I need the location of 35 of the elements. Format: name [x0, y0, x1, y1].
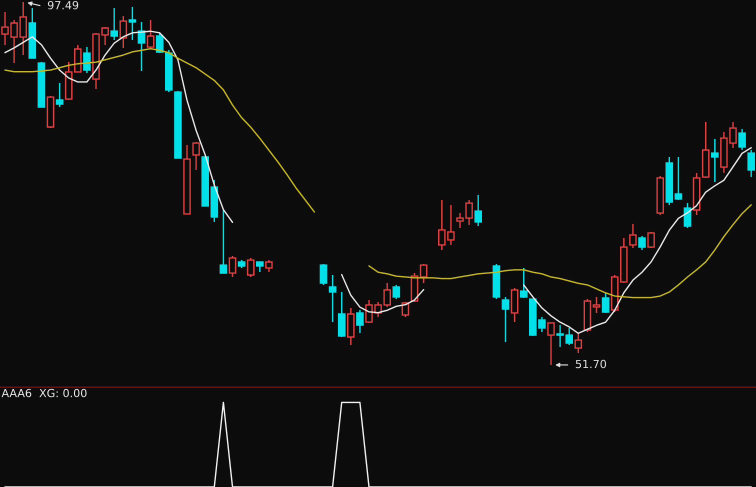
candlestick: [110, 7, 118, 41]
candlestick: [146, 19, 154, 49]
candlestick: [574, 332, 582, 354]
candlestick: [265, 259, 273, 273]
candlestick: [711, 138, 719, 183]
candlestick: [220, 209, 228, 274]
candlestick: [256, 261, 264, 273]
candlestick: [192, 141, 200, 171]
candlestick: [246, 257, 254, 278]
candlestick: [638, 235, 646, 251]
candlestick: [602, 292, 610, 314]
candlestick: [520, 267, 528, 299]
annotation: 97.49: [48, 0, 78, 10]
candlestick: [510, 287, 518, 323]
candlestick: [56, 82, 64, 108]
candlestick: [647, 231, 655, 249]
candlestick: [474, 194, 482, 227]
candlestick: [338, 291, 346, 338]
candlestick: [738, 128, 746, 151]
chart-title: AAA6 XG: 0.00: [2, 388, 87, 398]
candlestick: [128, 6, 136, 41]
candlestick: [747, 149, 755, 178]
candlestick: [83, 46, 91, 74]
annotation: 51.70: [576, 360, 606, 368]
candlestick: [547, 322, 555, 366]
candlestick: [320, 263, 328, 286]
candlestick: [392, 284, 400, 300]
candlestick: [356, 309, 364, 334]
candlestick: [120, 15, 128, 49]
candlestick: [328, 274, 336, 323]
candlestick: [502, 296, 510, 343]
candlestick: [629, 223, 637, 249]
candlestick: [347, 307, 355, 346]
candlestick: [138, 21, 146, 72]
candlestick: [228, 255, 236, 278]
